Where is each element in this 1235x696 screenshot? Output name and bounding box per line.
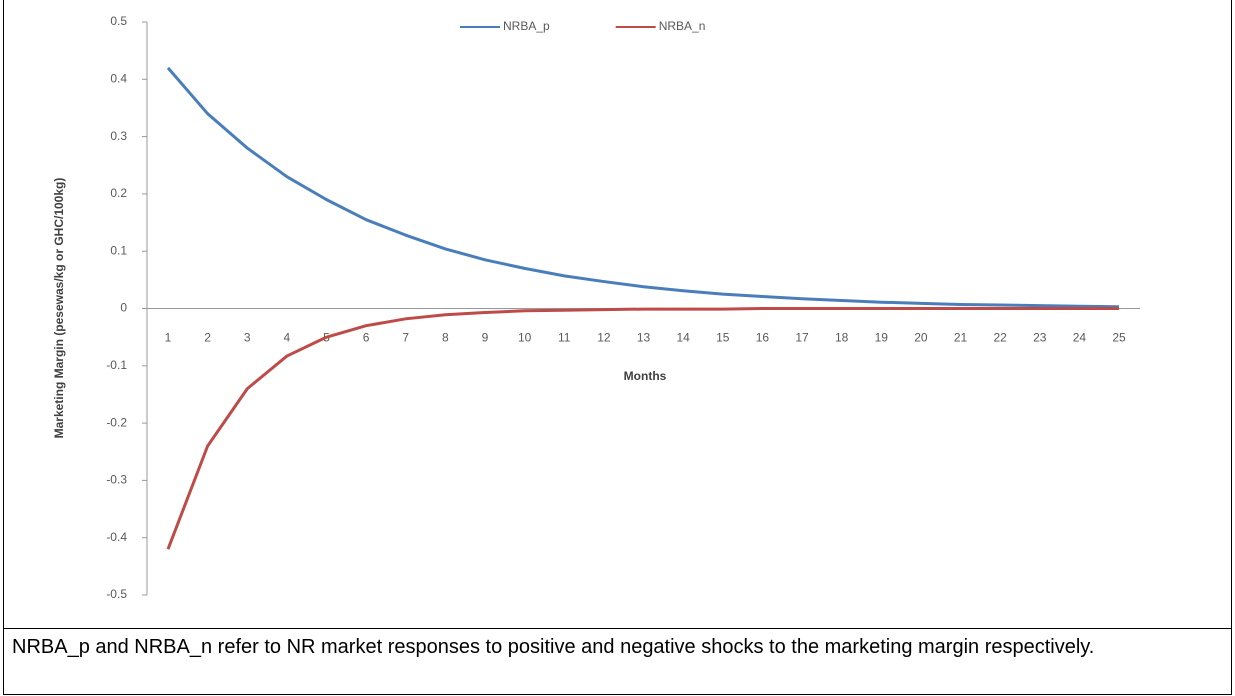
legend-label: NRBA_p <box>503 19 550 33</box>
x-tick-label: 12 <box>597 331 611 345</box>
x-tick-label: 16 <box>756 331 770 345</box>
x-tick-label: 19 <box>875 331 889 345</box>
x-tick-label: 25 <box>1112 331 1126 345</box>
x-tick-label: 21 <box>954 331 968 345</box>
x-tick-label: 20 <box>914 331 928 345</box>
x-tick-label: 13 <box>637 331 651 345</box>
x-axis-title: Months <box>624 369 667 383</box>
chart: Marketing Margin (pesewas/kg or GHC/100k… <box>52 14 1140 601</box>
x-tick-label: 6 <box>363 331 370 345</box>
y-tick-label: -0.2 <box>106 415 127 429</box>
y-tick-label: -0.4 <box>106 530 127 544</box>
y-tick-label: 0.5 <box>110 14 127 28</box>
x-tick-label: 11 <box>558 331 571 345</box>
divider <box>3 628 1232 629</box>
x-tick-label: 8 <box>442 331 449 345</box>
y-tick-label: -0.5 <box>106 587 127 601</box>
y-tick-label: -0.3 <box>106 473 127 487</box>
y-tick-label: -0.1 <box>106 358 127 372</box>
frame <box>3 0 1232 695</box>
x-tick-label: 24 <box>1073 331 1087 345</box>
x-tick-label: 23 <box>1033 331 1047 345</box>
x-tick-label: 17 <box>795 331 809 345</box>
x-tick-label: 7 <box>402 331 409 345</box>
x-tick-label: 22 <box>993 331 1007 345</box>
x-tick-label: 4 <box>284 331 291 345</box>
line-series <box>166 66 1120 309</box>
y-axis-title: Marketing Margin (pesewas/kg or GHC/100k… <box>52 178 66 439</box>
y-tick-label: 0 <box>120 301 127 315</box>
x-tick-label: 10 <box>518 331 532 345</box>
x-tick-label: 2 <box>204 331 211 345</box>
y-tick-label: 0.4 <box>110 71 127 85</box>
y-tick-label: 0.3 <box>110 129 127 143</box>
line-series <box>166 307 1119 550</box>
x-tick-label: 14 <box>676 331 690 345</box>
x-tick-label: 15 <box>716 331 730 345</box>
x-tick-label: 3 <box>244 331 251 345</box>
caption: NRBA_p and NRBA_n refer to NR market res… <box>12 636 1095 658</box>
legend-label: NRBA_n <box>659 19 706 33</box>
x-tick-label: 18 <box>835 331 849 345</box>
x-tick-label: 1 <box>165 331 172 345</box>
y-tick-label: 0.2 <box>110 186 127 200</box>
x-tick-label: 9 <box>482 331 489 345</box>
y-tick-label: 0.1 <box>110 243 127 257</box>
